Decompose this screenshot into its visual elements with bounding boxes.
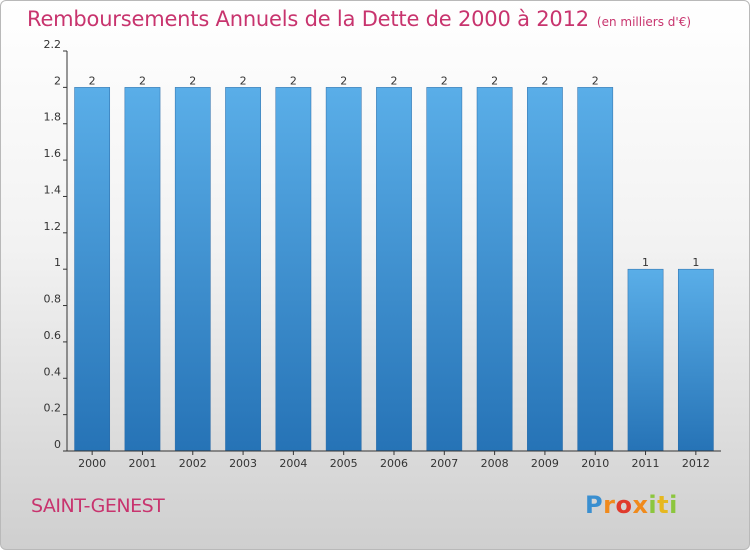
- x-tick-label: 2007: [430, 457, 458, 470]
- bar-2010: [577, 87, 614, 452]
- bar-2006: [376, 87, 412, 452]
- data-label: 1: [642, 256, 649, 269]
- x-tick-label: 2003: [229, 457, 257, 470]
- data-label: 2: [89, 74, 96, 87]
- data-label: 2: [189, 74, 196, 87]
- bar-2005: [325, 87, 362, 452]
- data-label: 2: [391, 74, 398, 87]
- y-tick-label: 2.2: [44, 38, 62, 51]
- x-tick-label: 2011: [632, 457, 660, 470]
- bar-2003: [225, 87, 261, 452]
- y-tick-label: 1.4: [44, 183, 62, 196]
- x-tick-label: 2000: [78, 457, 106, 470]
- bar-2011: [627, 268, 664, 452]
- place-name: SAINT-GENEST: [31, 495, 165, 517]
- x-tick-label: 2004: [279, 457, 307, 470]
- bar-2009: [527, 87, 563, 452]
- data-label: 2: [441, 74, 448, 87]
- y-tick-label: 0: [54, 438, 61, 451]
- data-label: 2: [541, 74, 548, 87]
- y-tick-label: 0.2: [44, 402, 62, 415]
- y-tick-label: 0.8: [44, 293, 62, 306]
- bar-2008: [476, 87, 513, 452]
- x-tick-label: 2005: [330, 457, 358, 470]
- x-tick-label: 2001: [128, 457, 156, 470]
- chart-title: Remboursements Annuels de la Dette de 20…: [27, 7, 691, 31]
- chart-title-text: Remboursements Annuels de la Dette de 20…: [27, 7, 589, 31]
- x-tick-label: 2010: [581, 457, 609, 470]
- bars: 2 2 2 2 2 2 2 2 2 2 2 1 1: [74, 74, 714, 452]
- x-tick-label: 2002: [179, 457, 207, 470]
- y-tick-label: 1.2: [44, 220, 62, 233]
- x-tick-label: 2012: [682, 457, 710, 470]
- x-axis: 2000 2001 2002 2003 2004 2005 2006 2007 2008 2009…: [67, 450, 721, 470]
- data-label: 2: [340, 74, 347, 87]
- y-tick-label: 0.6: [44, 329, 62, 342]
- data-label: 2: [139, 74, 146, 87]
- data-label: 2: [491, 74, 498, 87]
- bar-2012: [677, 268, 714, 452]
- y-tick-label: 1.6: [44, 147, 62, 160]
- x-tick-label: 2009: [531, 457, 559, 470]
- x-tick-label: 2006: [380, 457, 408, 470]
- data-label: 2: [592, 74, 599, 87]
- x-tick-label: 2008: [481, 457, 509, 470]
- y-tick-label: 1: [54, 256, 61, 269]
- bar-2002: [174, 87, 211, 452]
- bar-2007: [426, 87, 463, 452]
- y-tick-label: 0.4: [44, 365, 62, 378]
- bar-2001: [124, 87, 161, 452]
- y-axis: 0 0.2 0.4 0.6 0.8 1 1.2 1.4 1.6 1.8 2 2.2: [44, 38, 68, 452]
- bar-2000: [74, 87, 111, 452]
- bar-2004: [275, 87, 312, 452]
- data-label: 1: [692, 256, 699, 269]
- chart-subtitle: (en milliers d'€): [596, 15, 692, 29]
- data-label: 2: [290, 74, 297, 87]
- proxiti-logo: Proxiti: [585, 491, 678, 519]
- y-tick-label: 2: [54, 74, 61, 87]
- data-label: 2: [240, 74, 247, 87]
- y-tick-label: 1.8: [44, 111, 62, 124]
